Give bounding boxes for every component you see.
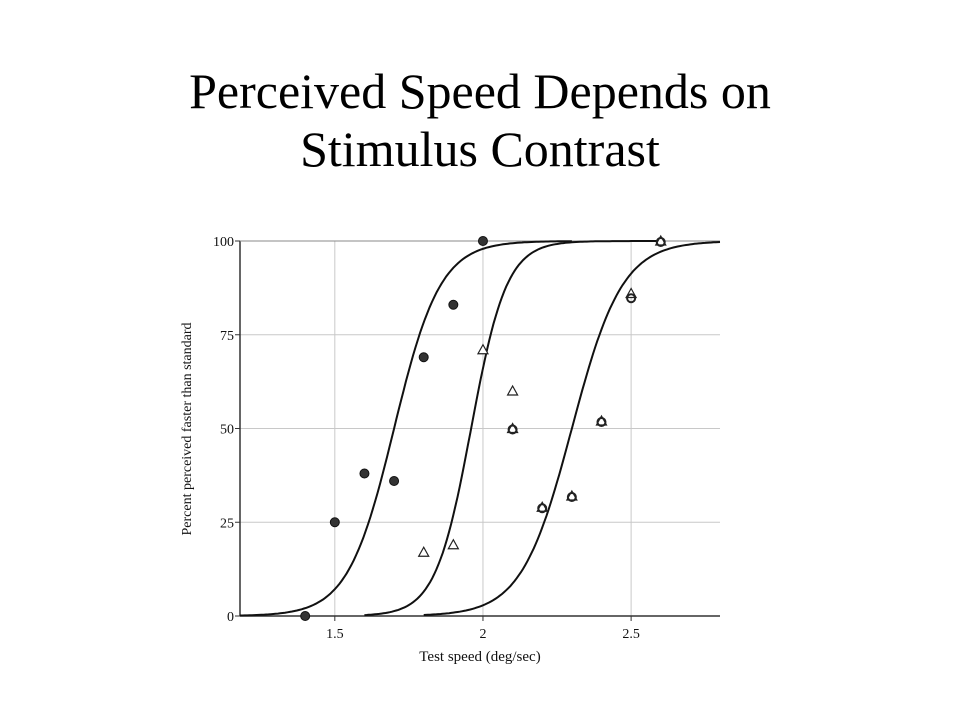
data-point-open-triangle: [447, 538, 460, 550]
data-point-filled-circle: [389, 476, 400, 486]
data-point-open-circle: [507, 424, 518, 435]
data-point-filled-circle: [477, 236, 488, 246]
tick-labels: 0 25 50 75 100 1.5 2 2.5: [213, 235, 640, 642]
data-point-filled-circle: [448, 299, 459, 310]
plot-frame: [235, 240, 720, 621]
fit-curves: [240, 240, 721, 617]
data-point-open-circle: [655, 237, 666, 247]
data-point-open-triangle: [476, 343, 489, 355]
y-tick-label: 50: [220, 423, 234, 438]
data-point-filled-circle: [300, 611, 311, 621]
data-points: [300, 234, 667, 621]
fit-curve-2: [364, 240, 661, 617]
y-tick-label: 25: [220, 516, 234, 531]
fit-curve-3: [423, 241, 721, 616]
y-tick-label: 100: [213, 235, 234, 250]
data-point-open-circle: [537, 503, 548, 514]
y-tick-label: 75: [220, 329, 234, 344]
data-point-filled-circle: [418, 352, 429, 363]
data-point-filled-circle: [359, 468, 370, 479]
data-point-open-triangle: [417, 546, 430, 557]
y-tick-label: 0: [227, 610, 234, 625]
x-axis-label: Test speed (deg/sec): [419, 649, 540, 665]
x-tick-label: 1.5: [326, 627, 344, 642]
fit-curve-1: [240, 240, 572, 617]
y-axis-label: Percent perceived faster than standard: [180, 322, 195, 535]
data-point-open-circle: [596, 417, 607, 427]
data-point-open-circle: [566, 492, 577, 502]
grid: [240, 240, 720, 616]
data-point-open-triangle: [506, 384, 519, 396]
slide-title-line-2: Stimulus Contrast: [300, 121, 660, 177]
slide-title-line-1: Perceived Speed Depends on: [189, 63, 771, 119]
data-point-filled-circle: [329, 517, 340, 528]
data-point-open-circle: [626, 293, 637, 304]
x-tick-label: 2.5: [622, 627, 640, 642]
slide-title: Perceived Speed Depends on Stimulus Cont…: [0, 62, 960, 178]
x-tick-label: 2: [479, 627, 486, 642]
